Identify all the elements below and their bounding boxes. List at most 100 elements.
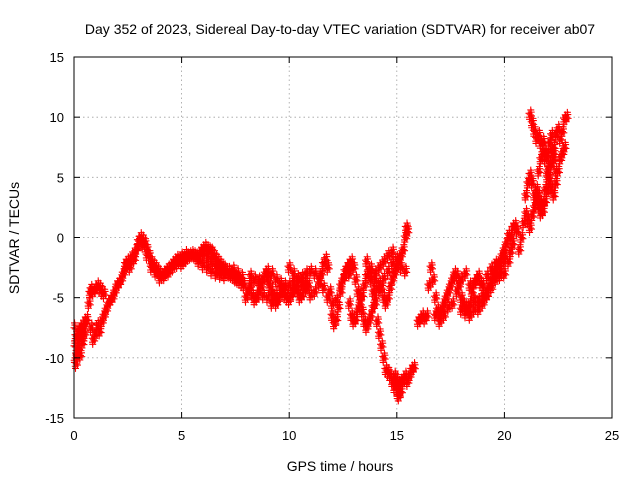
data-point	[346, 256, 354, 264]
data-point	[385, 363, 393, 371]
data-point	[452, 286, 460, 294]
data-point	[327, 283, 335, 291]
data-point	[389, 243, 397, 251]
data-point	[312, 265, 320, 273]
data-point	[432, 289, 440, 297]
data-point	[86, 322, 94, 330]
data-point	[172, 259, 180, 267]
data-point	[351, 274, 359, 282]
y-tick-label: -15	[45, 411, 64, 426]
data-point	[351, 314, 359, 322]
data-point	[428, 259, 436, 267]
data-point	[247, 290, 255, 298]
data-point	[540, 184, 548, 192]
data-point	[454, 267, 462, 275]
data-point	[478, 280, 486, 288]
data-point	[348, 307, 356, 315]
data-point	[370, 292, 378, 300]
data-point	[254, 275, 262, 283]
data-point	[514, 223, 522, 231]
data-point	[258, 290, 266, 298]
data-point	[492, 255, 500, 263]
data-point	[322, 250, 330, 258]
data-point	[294, 270, 302, 278]
data-point	[151, 267, 159, 275]
y-tick-label: -10	[45, 351, 64, 366]
data-point	[403, 219, 411, 227]
data-point	[327, 310, 335, 318]
data-point	[370, 275, 378, 283]
data-point	[88, 319, 96, 327]
data-point	[303, 280, 311, 288]
data-point	[448, 298, 456, 306]
data-point	[314, 274, 322, 282]
data-point	[531, 123, 539, 131]
data-point	[551, 178, 559, 186]
data-point	[182, 246, 190, 254]
data-point	[301, 284, 309, 292]
data-point	[491, 268, 499, 276]
data-point	[495, 260, 503, 268]
data-point	[176, 251, 184, 259]
data-point	[400, 371, 408, 379]
data-point	[288, 268, 296, 276]
y-tick-label: -5	[52, 291, 64, 306]
data-point	[316, 271, 324, 279]
data-point	[553, 124, 561, 132]
data-point	[368, 302, 376, 310]
data-point	[361, 256, 369, 264]
data-point	[548, 126, 556, 134]
data-point	[353, 286, 361, 294]
y-tick-label: 15	[50, 50, 64, 65]
data-point	[506, 232, 514, 240]
data-point	[271, 274, 279, 282]
data-point	[250, 274, 258, 282]
data-point	[152, 264, 160, 272]
data-point	[200, 246, 208, 254]
data-point	[475, 267, 483, 275]
data-point	[411, 359, 419, 367]
data-point	[297, 278, 305, 286]
data-point	[486, 283, 494, 291]
data-point	[101, 285, 109, 293]
data-point	[471, 301, 479, 309]
data-point	[346, 310, 354, 318]
data-point	[527, 118, 535, 126]
data-point	[559, 142, 567, 150]
data-point	[372, 316, 380, 324]
data-point	[452, 271, 460, 279]
data-point	[540, 195, 548, 203]
data-point	[383, 292, 391, 300]
data-point	[336, 280, 344, 288]
data-point	[391, 367, 399, 375]
data-point	[393, 250, 401, 258]
data-point	[82, 314, 90, 322]
data-point	[467, 277, 475, 285]
y-tick-label: 5	[57, 170, 64, 185]
data-point	[368, 260, 376, 268]
data-point	[392, 374, 400, 382]
data-point	[146, 262, 154, 270]
data-point	[439, 310, 447, 318]
data-point	[207, 256, 215, 264]
data-point	[202, 251, 210, 259]
data-point	[148, 259, 156, 267]
data-point	[540, 145, 548, 153]
data-point	[432, 307, 440, 315]
data-point	[422, 310, 430, 318]
data-point	[299, 274, 307, 282]
data-point	[377, 340, 385, 348]
data-point	[84, 298, 92, 306]
data-point	[273, 271, 281, 279]
data-point	[473, 296, 481, 304]
data-point	[262, 266, 270, 274]
data-point	[551, 166, 559, 174]
data-point	[321, 254, 329, 262]
data-point	[120, 259, 128, 267]
data-point	[441, 307, 449, 315]
data-point	[383, 266, 391, 274]
data-point	[426, 262, 434, 270]
data-point	[492, 265, 500, 273]
data-point	[164, 267, 172, 275]
